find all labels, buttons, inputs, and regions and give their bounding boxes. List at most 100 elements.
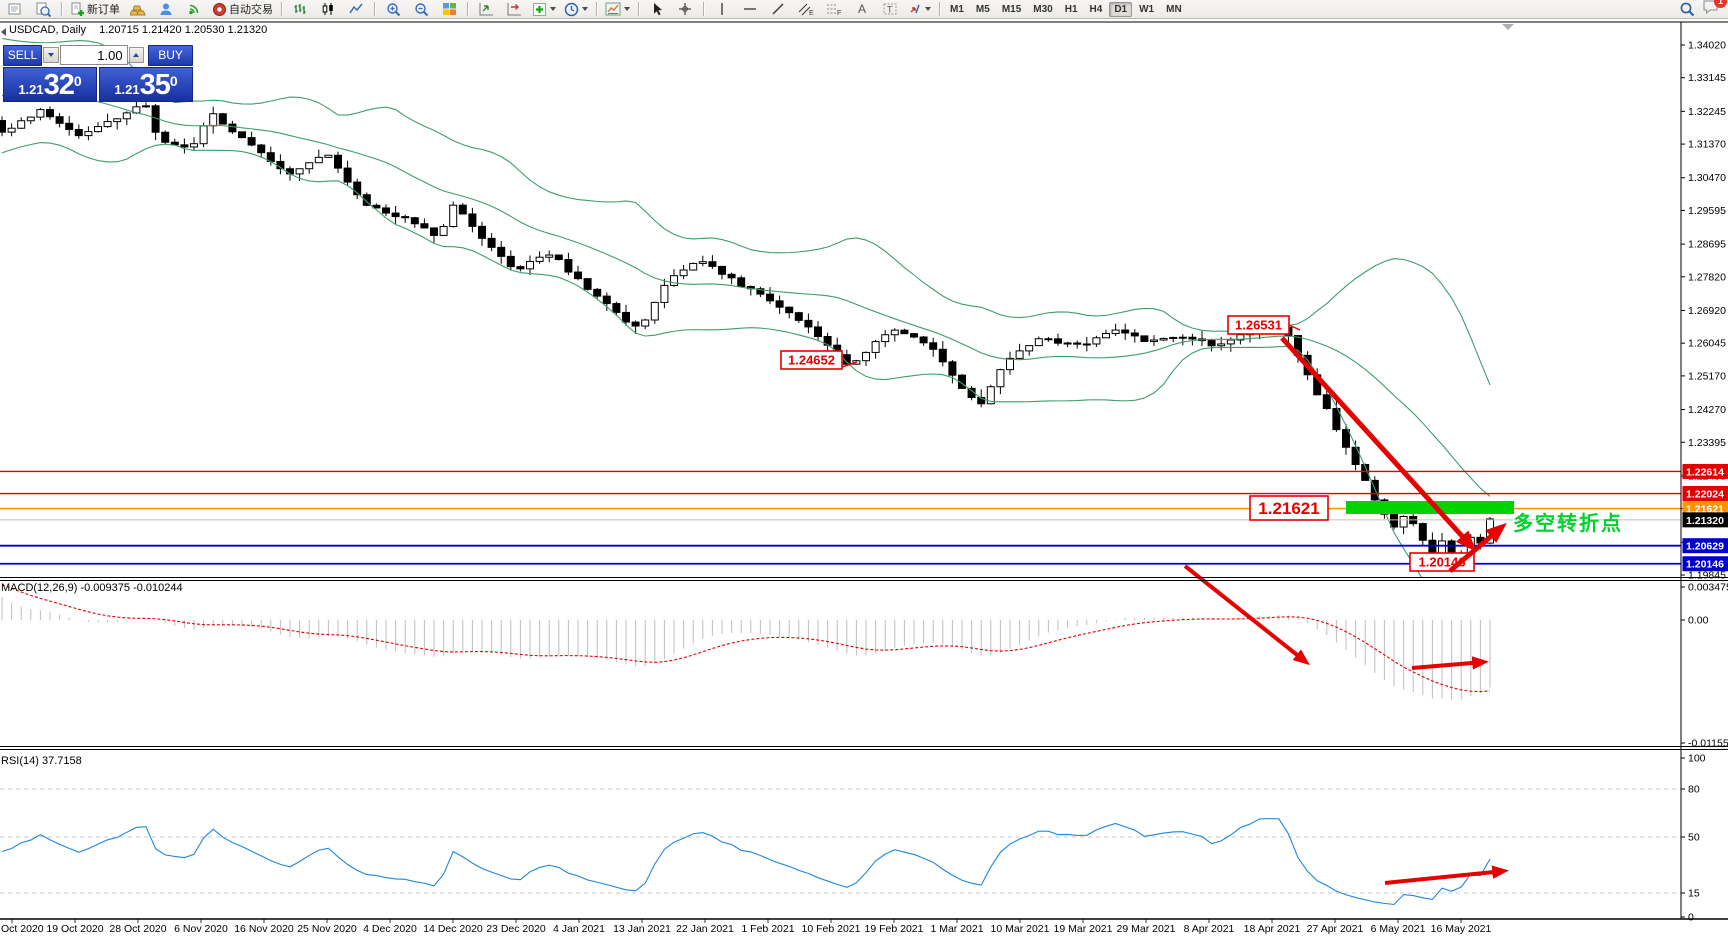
candle-body <box>727 273 736 279</box>
trend-arrow[interactable] <box>1280 336 1477 552</box>
volume-decrease-button[interactable] <box>42 47 59 63</box>
candle-body <box>36 109 45 118</box>
price-tag-box[interactable] <box>1249 495 1329 521</box>
tab-m15[interactable]: M15 <box>1001 3 1022 15</box>
buy-button[interactable]: BUY <box>148 44 194 66</box>
turning-point-label[interactable]: 多空转折点 <box>1513 511 1623 535</box>
arrows-caret-icon[interactable] <box>925 7 931 11</box>
text-tool-icon[interactable]: A <box>849 0 875 19</box>
candle-body <box>1322 394 1331 410</box>
chart-window-icon[interactable] <box>2 0 28 19</box>
collapse-arrow-icon[interactable] <box>1 28 6 36</box>
templates-caret-icon[interactable] <box>624 7 630 11</box>
candle-body <box>631 321 640 327</box>
candle-body <box>26 116 35 122</box>
rsi-tick-label: 50 <box>1688 832 1700 844</box>
crosshair-icon[interactable] <box>672 0 698 19</box>
buy-price-display[interactable]: 1.21 35 0 <box>99 67 193 102</box>
auto-trading-button[interactable]: 自动交易 <box>209 0 276 19</box>
zoom-in-icon[interactable] <box>380 0 406 19</box>
tab-h4[interactable]: H4 <box>1089 3 1103 15</box>
candle-body <box>948 361 957 376</box>
toolbar-separator <box>374 2 375 16</box>
candle-body <box>314 156 323 164</box>
cursor-icon[interactable] <box>644 0 670 19</box>
chart-shift-marker[interactable] <box>1502 24 1514 30</box>
chart-shift-icon[interactable] <box>501 0 527 19</box>
date-label: 4 Jan 2021 <box>553 923 605 935</box>
price-tag-box[interactable] <box>780 350 843 370</box>
chat-button[interactable]: 1 <box>1702 0 1727 20</box>
candle-body <box>814 326 822 337</box>
trend-arrow[interactable] <box>1448 522 1507 573</box>
tab-m5[interactable]: M5 <box>975 3 990 15</box>
auto-scroll-icon[interactable] <box>473 0 499 19</box>
templates-icon[interactable] <box>602 0 633 19</box>
buy-price-pips: 35 <box>139 69 171 101</box>
price-tick-label: 1.27820 <box>1688 271 1726 283</box>
tab-h1[interactable]: H1 <box>1064 3 1078 15</box>
sell-price-display[interactable]: 1.21 32 0 <box>3 67 97 102</box>
price-tick-label: 1.32245 <box>1688 106 1726 118</box>
candle-body <box>1044 338 1053 341</box>
rsi-tick-label: 0 <box>1688 912 1694 924</box>
candle-body <box>209 113 218 127</box>
vertical-line-tool-icon[interactable] <box>709 0 735 19</box>
print-preview-icon[interactable] <box>30 0 56 19</box>
indicators-icon[interactable] <box>529 0 559 19</box>
toolbar-separator <box>703 2 704 16</box>
indicators-caret-icon[interactable] <box>550 7 556 11</box>
candle-body <box>919 336 928 344</box>
candle-body <box>1342 429 1350 448</box>
candle-body <box>1082 343 1091 346</box>
candle-body <box>343 167 352 183</box>
candle-body <box>1015 350 1024 359</box>
trend-arrow[interactable] <box>1384 865 1510 885</box>
gold-bars-icon[interactable] <box>125 0 151 19</box>
fibonacci-tool-icon[interactable]: F <box>821 0 847 19</box>
tab-w1[interactable]: W1 <box>1139 3 1155 15</box>
candle-body <box>1111 329 1120 335</box>
tab-m1[interactable]: M1 <box>950 3 964 15</box>
arrows-tool-icon[interactable] <box>905 0 934 19</box>
candle-body <box>890 329 899 336</box>
date-label: 22 Jan 2021 <box>676 923 734 935</box>
zoom-out-icon[interactable] <box>408 0 434 19</box>
tab-d1[interactable]: D1 <box>1109 1 1133 17</box>
candlestick-mode-icon[interactable] <box>315 0 341 19</box>
price-tick-label: 1.25170 <box>1688 370 1726 382</box>
channel-tool-icon[interactable]: E <box>793 0 819 19</box>
candle-body <box>535 256 544 262</box>
volume-input[interactable] <box>59 45 128 65</box>
horizontal-line-tool-icon[interactable] <box>737 0 763 19</box>
candle-body <box>449 204 458 228</box>
tile-windows-icon[interactable] <box>436 0 462 19</box>
price-tag-tail <box>841 361 858 368</box>
sell-button[interactable]: SELL <box>3 44 42 66</box>
volume-increase-button[interactable] <box>128 47 145 63</box>
periods-caret-icon[interactable] <box>582 7 588 11</box>
trendline-tool-icon[interactable] <box>765 0 791 19</box>
new-order-button[interactable]: 新订单 <box>67 0 123 19</box>
trend-arrow[interactable] <box>1411 656 1490 670</box>
community-icon[interactable] <box>153 0 179 19</box>
search-icon[interactable] <box>1674 0 1700 19</box>
candle-body <box>305 162 314 170</box>
chart-title: USDCAD, Daily 1.20715 1.21420 1.20530 1.… <box>9 24 267 36</box>
toolbar: 新订单 自动交易 <box>0 0 1728 19</box>
support-zone-rect[interactable] <box>1346 501 1514 514</box>
trend-arrow[interactable] <box>1183 564 1310 666</box>
line-chart-mode-icon[interactable] <box>343 0 369 19</box>
text-label-tool-icon[interactable]: T <box>877 0 903 19</box>
candle-body <box>1006 357 1014 371</box>
periods-icon[interactable] <box>561 0 591 19</box>
candle-body <box>295 168 304 175</box>
tab-m30[interactable]: M30 <box>1033 3 1053 15</box>
bar-chart-mode-icon[interactable] <box>287 0 313 19</box>
date-label: 1 Mar 2021 <box>930 923 983 935</box>
candle-body <box>161 131 170 143</box>
candle-body <box>506 255 515 268</box>
signal-icon[interactable] <box>181 0 207 19</box>
tab-mn[interactable]: MN <box>1166 3 1182 15</box>
